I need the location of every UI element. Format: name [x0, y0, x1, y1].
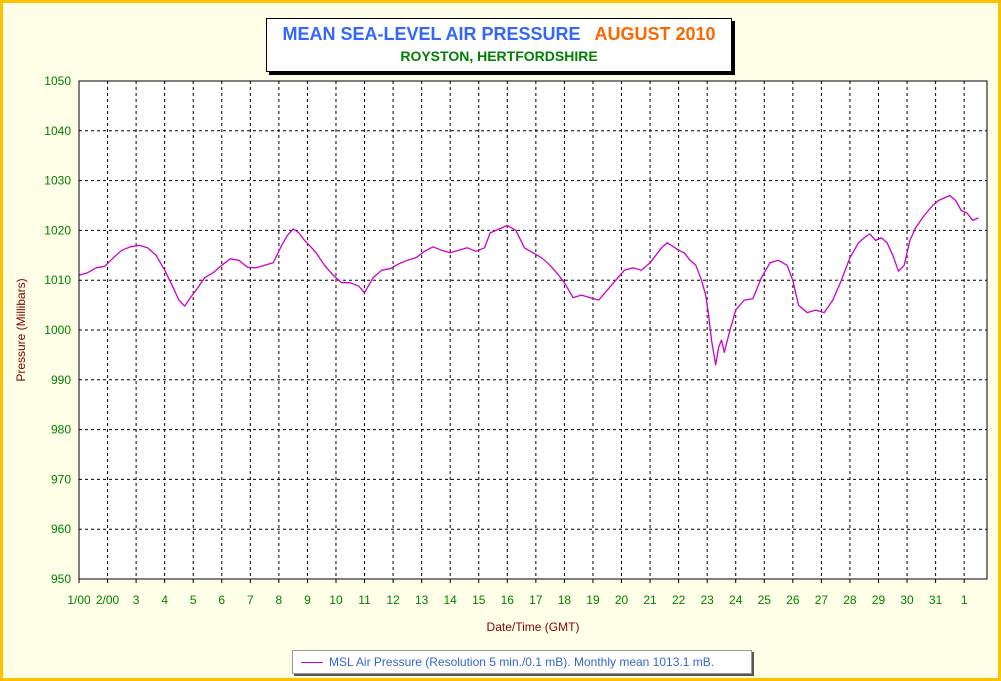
plot-area [79, 81, 987, 579]
y-tick-label: 1050 [44, 74, 71, 88]
x-tick-label: 25 [758, 593, 772, 607]
chart-title-date: AUGUST 2010 [594, 24, 716, 44]
x-tick-label: 31 [929, 593, 943, 607]
x-tick-label: 27 [815, 593, 829, 607]
x-tick-label: 15 [472, 593, 486, 607]
y-tick-label: 960 [51, 522, 71, 536]
x-axis-label: Date/Time (GMT) [487, 620, 580, 634]
x-tick-label: 21 [643, 593, 657, 607]
plot-border [78, 80, 988, 580]
x-tick-label: 17 [529, 593, 543, 607]
x-tick-label: 2/00 [96, 593, 120, 607]
chart-title-box: MEAN SEA-LEVEL AIR PRESSURE AUGUST 2010 R… [266, 18, 732, 72]
series-lines [78, 194, 979, 366]
x-tick-label: 30 [900, 593, 914, 607]
x-tick-label: 11 [358, 593, 371, 607]
x-axis-ticks: 1/00 2/00 3 4 5 6 7 8 9 10 11 12 13 14 15 16 17 18 19 20 21 2… [67, 579, 968, 607]
legend-entry: MSL Air Pressure (Resolution 5 min./0.1 … [329, 655, 715, 669]
x-tick-label: 19 [586, 593, 600, 607]
y-tick-label: 1040 [44, 124, 71, 138]
x-tick-label: 20 [615, 593, 629, 607]
x-tick-label: 1 [961, 593, 968, 607]
chart-title-line: MEAN SEA-LEVEL AIR PRESSURE AUGUST 2010 [267, 24, 731, 45]
x-tick-label: 22 [672, 593, 686, 607]
y-tick-label: 990 [51, 373, 71, 387]
legend: MSL Air Pressure (Resolution 5 min./0.1 … [292, 650, 752, 674]
x-tick-label: 6 [218, 593, 225, 607]
y-axis-label: Pressure (Millibars) [14, 278, 28, 381]
x-tick-label: 14 [444, 593, 458, 607]
x-tick-label: 1/00 [67, 593, 91, 607]
y-tick-label: 1000 [44, 323, 71, 337]
x-tick-label: 13 [415, 593, 429, 607]
x-tick-label: 7 [247, 593, 254, 607]
x-tick-label: 5 [190, 593, 197, 607]
x-tick-label: 10 [329, 593, 343, 607]
x-tick-label: 18 [558, 593, 572, 607]
grid-lines [79, 81, 987, 579]
x-tick-label: 8 [276, 593, 283, 607]
y-tick-label: 970 [51, 472, 71, 486]
y-tick-label: 1030 [44, 174, 71, 188]
x-tick-label: 28 [843, 593, 857, 607]
x-tick-label: 3 [133, 593, 140, 607]
y-tick-label: 1020 [44, 223, 71, 237]
x-tick-label: 29 [872, 593, 886, 607]
x-tick-label: 9 [304, 593, 311, 607]
y-tick-label: 980 [51, 423, 71, 437]
y-axis-ticks: 950 960 970 980 990 1000 1010 1020 1030 1040 1050 [44, 74, 71, 586]
x-tick-label: 4 [161, 593, 168, 607]
x-tick-label: 26 [786, 593, 800, 607]
x-tick-label: 16 [501, 593, 515, 607]
chart-subtitle: ROYSTON, HERTFORDSHIRE [400, 48, 598, 64]
x-tick-label: 23 [700, 593, 714, 607]
x-tick-label: 24 [729, 593, 743, 607]
y-tick-label: 1010 [44, 273, 71, 287]
legend-swatch [301, 661, 323, 663]
chart-title: MEAN SEA-LEVEL AIR PRESSURE [282, 24, 581, 44]
y-tick-label: 950 [51, 572, 71, 586]
x-tick-label: 12 [386, 593, 400, 607]
series-line-msl-pressure [78, 194, 979, 366]
